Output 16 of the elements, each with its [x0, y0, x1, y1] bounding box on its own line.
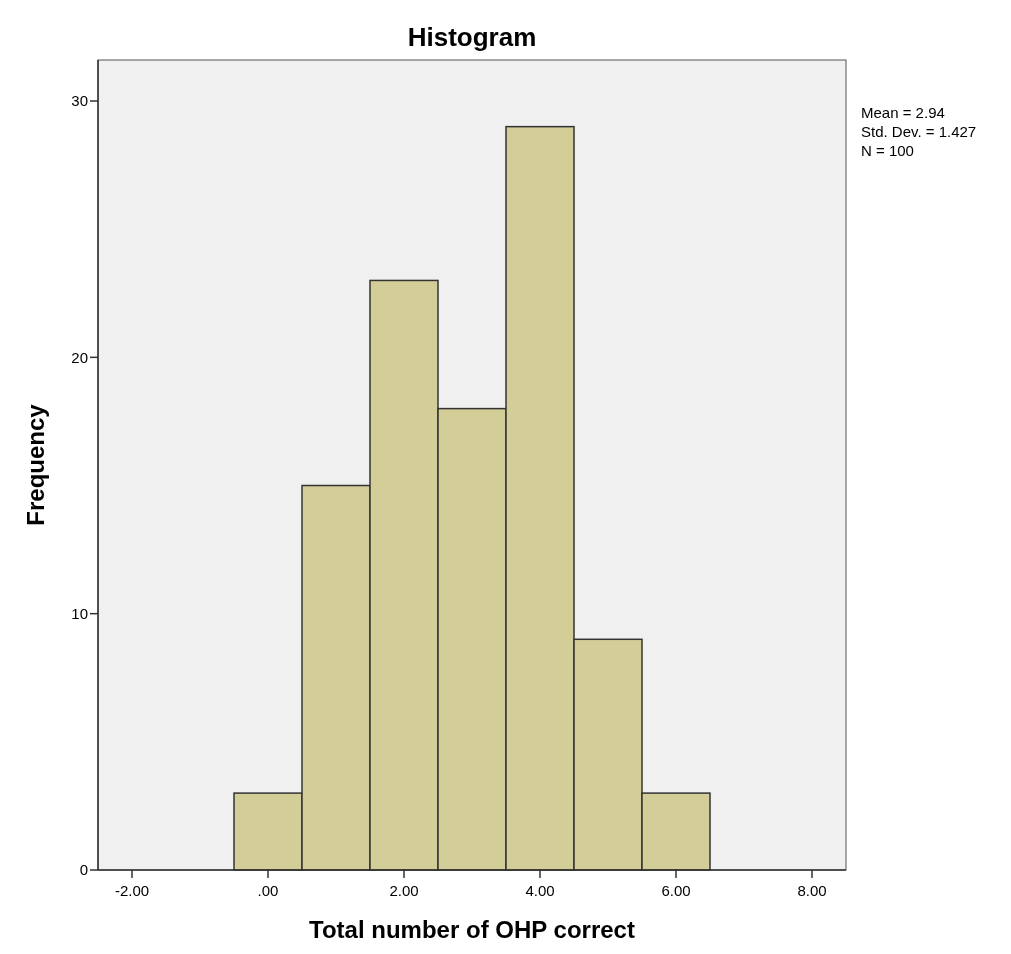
chart-title: Histogram	[407, 22, 537, 52]
x-tick-label: 6.00	[661, 882, 691, 899]
x-tick-label: 4.00	[525, 882, 555, 899]
y-tick-label: 20	[71, 348, 88, 366]
text: N = 100	[861, 142, 914, 159]
y-tick-label: 30	[71, 92, 88, 110]
x-tick-label: -2.00	[114, 882, 150, 899]
x-tick-label: .00	[257, 882, 279, 899]
y-tick-label: 10	[71, 604, 88, 622]
x-tick-label: 8.00	[797, 882, 827, 899]
text: Mean = 2.94	[861, 104, 945, 121]
x-axis-title: Total number of OHP correct	[309, 916, 635, 943]
y-axis-title: Frequency	[22, 403, 49, 526]
text: Std. Dev. = 1.427	[861, 123, 977, 140]
y-tick-label: 0	[79, 861, 88, 879]
x-tick-label: 2.00	[389, 882, 419, 899]
